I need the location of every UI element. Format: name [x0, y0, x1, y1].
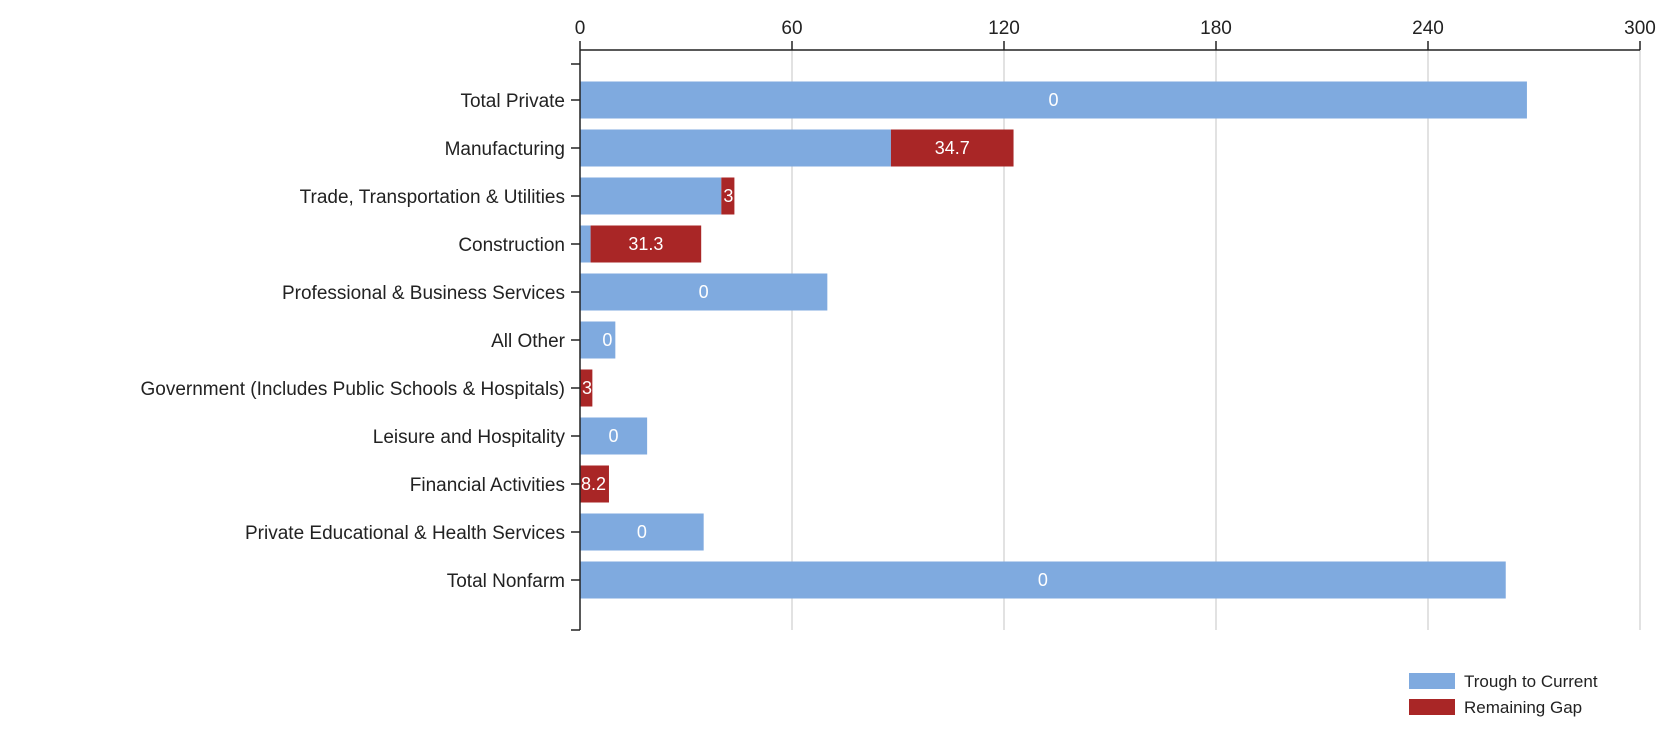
value-label-trough-10: 0 [1038, 570, 1048, 590]
bar-remaining-gap-1 [890, 129, 1014, 167]
category-label-8: Financial Activities [410, 475, 565, 496]
value-label-trough-4: 0 [699, 282, 709, 302]
legend-swatch-trough-to-current [1409, 673, 1455, 689]
value-label-trough-5: 0 [602, 330, 612, 350]
value-label-gap-1: 34.7 [935, 138, 970, 158]
bar-remaining-gap-6 [580, 369, 593, 407]
category-labels: Total Private Manufacturing Trade, Transpo… [140, 91, 565, 592]
category-label-3: Construction [458, 235, 565, 256]
category-label-2: Trade, Transportation & Utilities [300, 187, 565, 208]
category-label-10: Total Nonfarm [447, 571, 565, 592]
category-label-7: Leisure and Hospitality [373, 427, 566, 448]
value-label-trough-7: 0 [609, 426, 619, 446]
bar-trough-to-current-10 [580, 561, 1506, 599]
legend-label-trough-to-current: Trough to Current [1464, 672, 1598, 691]
bar-trough-to-current-7 [580, 417, 648, 455]
value-label-gap-6: 3.5 [582, 378, 607, 398]
bar-trough-to-current-1 [580, 129, 891, 167]
value-label-trough-9: 0 [637, 522, 647, 542]
legend: Trough to Current Remaining Gap [1409, 672, 1598, 717]
bar-remaining-gap-8 [580, 465, 609, 503]
category-label-4: Professional & Business Services [282, 283, 565, 304]
x-tick-label-4: 240 [1412, 18, 1444, 39]
value-label-gap-2: 3.7 [723, 186, 748, 206]
legend-swatch-remaining-gap [1409, 699, 1455, 715]
bar-remaining-gap-3 [590, 225, 702, 263]
bar-trough-to-current-0 [580, 81, 1527, 119]
x-tick-label-5: 300 [1624, 18, 1656, 39]
category-label-6: Government (Includes Public Schools & Ho… [140, 379, 565, 400]
value-label-trough-0: 0 [1048, 90, 1058, 110]
x-tick-label-3: 180 [1200, 18, 1232, 39]
bar-trough-to-current-3 [580, 225, 591, 263]
x-tick-label-2: 120 [988, 18, 1020, 39]
bar-remaining-gap-2 [721, 177, 735, 215]
bar-trough-to-current-4 [580, 273, 828, 311]
bar-trough-to-current-5 [580, 321, 616, 359]
bar-trough-to-current-2 [580, 177, 722, 215]
value-label-gap-3: 31.3 [628, 234, 663, 254]
category-label-5: All Other [491, 331, 566, 352]
legend-label-remaining-gap: Remaining Gap [1464, 698, 1582, 717]
axes [571, 41, 1641, 631]
x-tick-label-0: 0 [575, 18, 586, 39]
category-label-0: Total Private [460, 91, 565, 112]
x-tick-labels: 0 60 120 180 240 300 [575, 18, 1656, 39]
x-tick-label-1: 60 [781, 18, 802, 39]
bar-trough-to-current-9 [580, 513, 704, 551]
category-label-9: Private Educational & Health Services [245, 523, 565, 544]
value-label-gap-8: 8.2 [581, 474, 606, 494]
bars: 0 34.7 3.7 31.3 0 0 3.5 0 8.2 0 0 [580, 81, 1527, 599]
category-label-1: Manufacturing [445, 139, 565, 160]
